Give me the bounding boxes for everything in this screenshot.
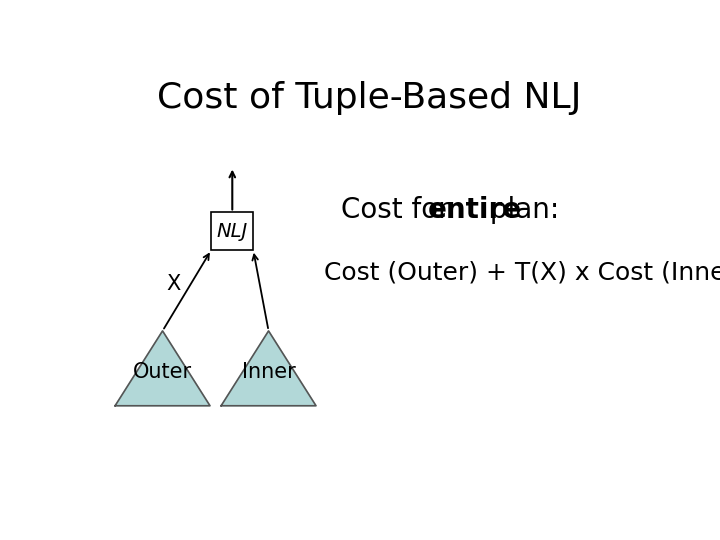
Text: entire: entire (428, 197, 522, 224)
Text: NLJ: NLJ (217, 221, 248, 241)
Text: Cost for: Cost for (341, 197, 459, 224)
Text: Cost of Tuple-Based NLJ: Cost of Tuple-Based NLJ (157, 81, 581, 115)
Text: X: X (166, 274, 180, 294)
Text: plan:: plan: (481, 197, 559, 224)
FancyBboxPatch shape (212, 212, 253, 250)
Text: Cost (Outer) + T(X) x Cost (Inner): Cost (Outer) + T(X) x Cost (Inner) (324, 261, 720, 285)
Text: Inner: Inner (242, 362, 295, 382)
Polygon shape (115, 331, 210, 406)
Polygon shape (221, 331, 316, 406)
Text: Outer: Outer (133, 362, 192, 382)
